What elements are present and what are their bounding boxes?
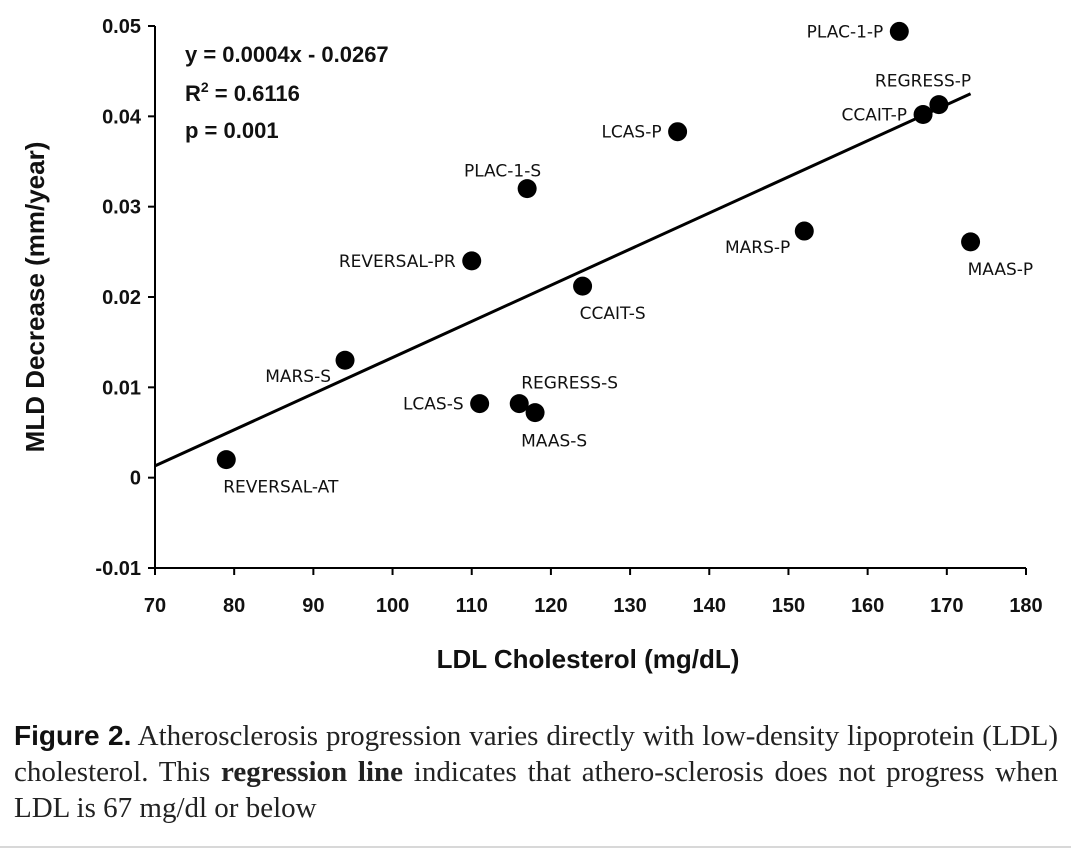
p-value: p = 0.001 <box>185 118 279 143</box>
y-tick-label: -0.01 <box>95 558 141 580</box>
x-tick-label: 70 <box>144 595 166 617</box>
y-tick-label: 0.02 <box>102 287 141 309</box>
caption-text-before: Atherosclerosis progression varies direc… <box>14 720 1058 788</box>
caption-text-after: indicates that athero-sclerosis does not… <box>14 756 1058 824</box>
axes <box>148 25 1027 575</box>
point-label: MAAS-S <box>521 432 587 452</box>
point-label: REGRESS-S <box>521 374 618 394</box>
figure-label: Figure 2. <box>14 720 132 751</box>
point-label: REGRESS-P <box>875 72 971 92</box>
data-point <box>929 95 949 115</box>
y-tick-label: 0.04 <box>102 106 142 128</box>
point-label: MAAS-P <box>968 260 1034 280</box>
data-point <box>573 276 593 296</box>
caption-bold-phrase: regression line <box>220 756 404 788</box>
scatter-chart: 70 80 90 100 110 120 130 140 150 160 170 180 -0.01 0… <box>20 16 1043 674</box>
point-label: LCAS-P <box>601 123 661 143</box>
data-point <box>913 105 933 125</box>
point-label: LCAS-S <box>403 395 464 415</box>
point-label: MARS-S <box>265 367 331 387</box>
x-tick-label: 100 <box>376 595 409 617</box>
data-point <box>889 21 909 41</box>
data-point <box>517 179 537 199</box>
data-point <box>509 394 529 414</box>
x-tick-labels: 70 80 90 100 110 120 130 140 150 160 170 180 <box>144 595 1043 617</box>
regression-line <box>154 92 972 468</box>
data-point <box>961 232 981 252</box>
y-tick-label: 0.01 <box>102 377 141 399</box>
point-label: MARS-P <box>725 238 790 258</box>
x-axis-title: LDL Cholesterol (mg/dL) <box>437 644 740 674</box>
x-tick-label: 120 <box>534 595 567 617</box>
data-point <box>335 350 355 370</box>
x-tick-label: 140 <box>693 595 726 617</box>
y-tick-label: 0 <box>130 468 141 490</box>
x-tick-label: 90 <box>302 595 324 617</box>
point-label: PLAC-1-P <box>807 22 884 42</box>
x-tick-label: 160 <box>851 595 884 617</box>
y-tick-label: 0.05 <box>102 16 141 38</box>
point-label: CCAIT-P <box>841 106 907 126</box>
figure-caption: Figure 2. Atherosclerosis progression va… <box>14 718 1058 826</box>
data-point <box>470 394 490 414</box>
data-point <box>668 122 688 142</box>
x-tick-label: 130 <box>613 595 646 617</box>
y-axis-title: MLD Decrease (mm/year) <box>20 142 50 453</box>
y-tick-label: 0.03 <box>102 197 141 219</box>
point-label: CCAIT-S <box>580 304 646 324</box>
x-tick-label: 180 <box>1009 595 1042 617</box>
y-tick-labels: -0.01 0 0.01 0.02 0.03 0.04 0.05 <box>95 16 141 580</box>
point-labels: REVERSAL-AT MARS-S REVERSAL-PR LCAS-S REGRES… <box>223 22 1033 497</box>
point-label: REVERSAL-AT <box>223 478 339 498</box>
x-tick-label: 110 <box>456 595 488 617</box>
regression-equation: y = 0.0004x - 0.0267 <box>185 42 389 67</box>
bottom-divider <box>0 846 1071 848</box>
r-squared: R2 = 0.6116 <box>185 79 300 106</box>
x-tick-label: 80 <box>223 595 245 617</box>
data-points <box>216 21 981 470</box>
data-point <box>462 251 482 271</box>
x-tick-label: 170 <box>930 595 963 617</box>
regression-annotation: y = 0.0004x - 0.0267 R2 = 0.6116 p = 0.0… <box>185 42 389 143</box>
data-point <box>525 403 545 423</box>
regression-line-group <box>154 92 972 468</box>
data-point <box>216 450 236 470</box>
point-label: REVERSAL-PR <box>339 252 456 272</box>
data-point <box>794 221 814 241</box>
point-label: PLAC-1-S <box>464 162 541 182</box>
x-tick-label: 150 <box>772 595 805 617</box>
